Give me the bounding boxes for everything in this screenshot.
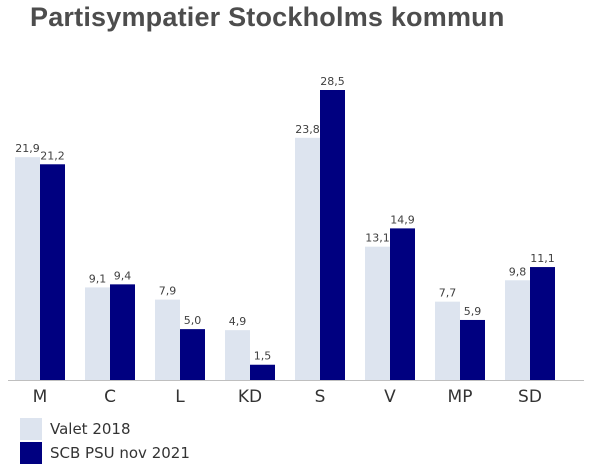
value-label-sd-series-0: 9,8 [509,265,527,278]
legend-label-valet-2018: Valet 2018 [50,420,131,438]
bar-c-series-1 [110,284,135,380]
category-label-mp: MP [448,387,473,407]
value-label-m-series-0: 21,9 [15,142,40,155]
value-label-sd-series-1: 11,1 [530,252,555,265]
legend-swatch-valet-2018 [20,418,42,440]
bar-m-series-1 [40,164,65,380]
value-label-kd-series-0: 4,9 [229,315,247,328]
bar-v-series-0 [365,246,390,380]
bar-sd-series-1 [530,267,555,380]
bar-mp-series-0 [435,301,460,380]
legend-item-scb-psu: SCB PSU nov 2021 [20,442,190,464]
category-label-l: L [175,387,185,407]
value-label-mp-series-0: 7,7 [439,287,457,300]
category-label-m: M [33,387,48,407]
value-label-c-series-0: 9,1 [89,272,107,285]
value-label-kd-series-1: 1,5 [254,350,272,363]
bar-s-series-0 [295,137,320,380]
value-label-mp-series-1: 5,9 [464,305,482,318]
bar-mp-series-1 [460,319,485,380]
legend-item-valet-2018: Valet 2018 [20,418,131,440]
category-label-v: V [384,387,396,407]
value-label-l-series-1: 5,0 [184,314,202,327]
value-label-s-series-1: 28,5 [320,75,345,88]
bar-c-series-0 [85,287,110,380]
value-label-m-series-1: 21,2 [40,149,65,162]
legend-label-scb-psu: SCB PSU nov 2021 [50,444,190,462]
value-label-l-series-0: 7,9 [159,285,177,298]
category-label-s: S [315,387,326,407]
bar-l-series-0 [155,299,180,380]
value-label-c-series-1: 9,4 [114,269,132,282]
value-label-v-series-0: 13,1 [365,232,390,245]
chart-title: Partisympatier Stockholms kommun [30,2,505,32]
category-label-c: C [104,387,116,407]
value-label-v-series-1: 14,9 [390,213,415,226]
value-label-s-series-0: 23,8 [295,123,320,136]
category-label-sd: SD [518,387,542,407]
bar-l-series-1 [180,329,205,380]
bar-s-series-1 [320,90,345,380]
bar-sd-series-0 [505,280,530,380]
bar-kd-series-1 [250,364,275,380]
legend-swatch-scb-psu [20,442,42,464]
bar-v-series-1 [390,228,415,380]
bar-m-series-0 [15,157,40,380]
bar-kd-series-0 [225,330,250,380]
category-label-kd: KD [238,387,262,407]
